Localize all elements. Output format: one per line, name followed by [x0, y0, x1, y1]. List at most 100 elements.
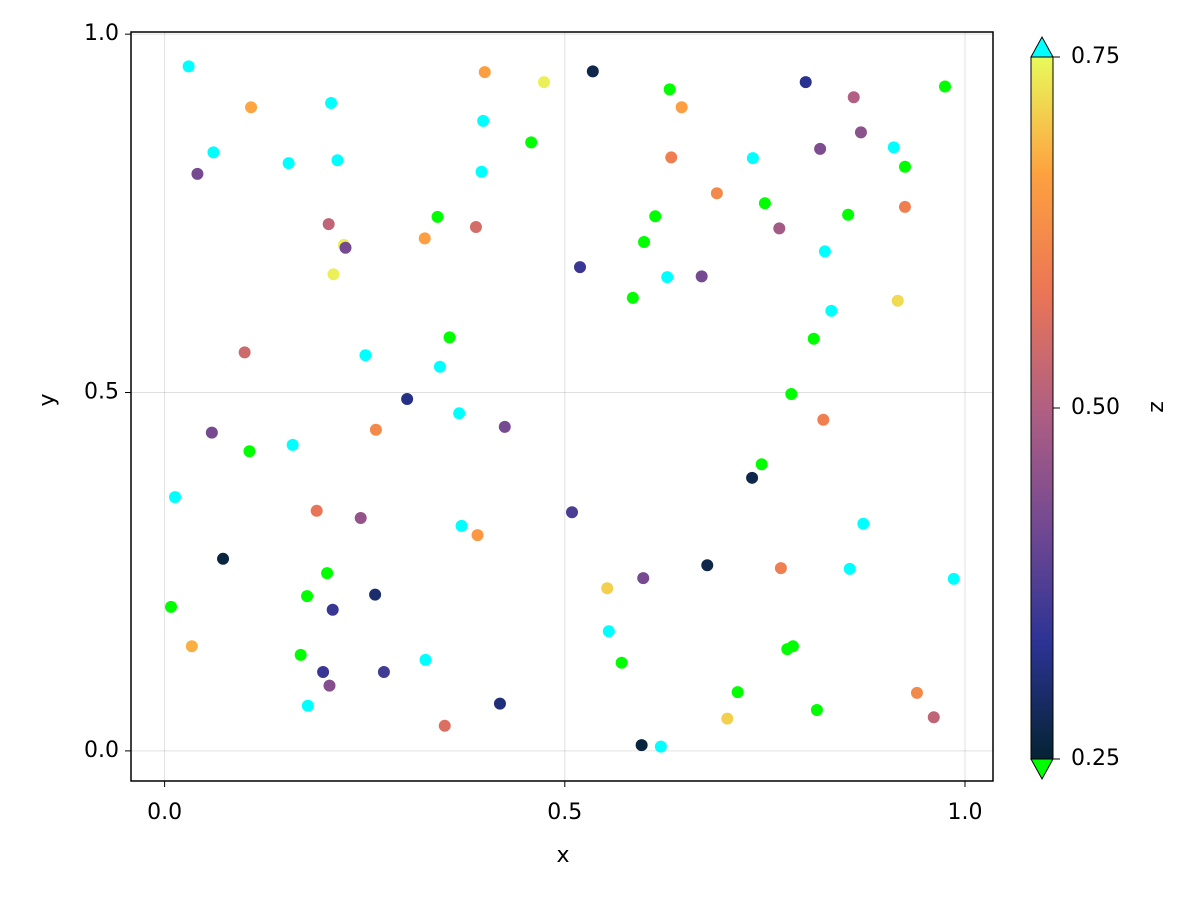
colorbar-tick-label: 0.75 — [1071, 44, 1120, 69]
point — [243, 445, 256, 458]
point — [675, 101, 688, 114]
point — [574, 261, 587, 274]
point — [419, 653, 432, 666]
colorbar-label: z — [1144, 401, 1169, 413]
point — [182, 60, 195, 73]
point — [638, 236, 651, 249]
point — [433, 360, 446, 373]
point — [799, 76, 812, 89]
point — [455, 519, 468, 532]
point — [327, 268, 340, 281]
y-tick-label: 0.0 — [84, 738, 119, 763]
point — [785, 387, 798, 400]
point — [654, 740, 667, 753]
point — [478, 66, 491, 79]
point — [294, 648, 307, 661]
point — [947, 572, 960, 585]
point — [635, 739, 648, 752]
point — [721, 712, 734, 725]
colorbar-highclip — [1030, 35, 1054, 58]
point — [443, 331, 456, 344]
point — [325, 96, 338, 109]
point — [898, 200, 911, 213]
y-tick-label: 1.0 — [84, 21, 119, 46]
point — [525, 136, 538, 149]
point — [205, 426, 218, 439]
point — [191, 167, 204, 180]
point — [663, 83, 676, 96]
plot-frame — [130, 31, 994, 782]
point — [857, 517, 870, 530]
point — [286, 438, 299, 451]
point — [746, 152, 759, 165]
point — [471, 529, 484, 542]
point — [469, 220, 482, 233]
point — [431, 210, 444, 223]
point — [331, 154, 344, 167]
point — [169, 491, 182, 504]
colorbar-lowclip — [1030, 758, 1054, 781]
point — [842, 208, 855, 221]
point — [649, 210, 662, 223]
point — [637, 572, 650, 585]
point — [217, 552, 230, 565]
point — [282, 157, 295, 170]
point — [165, 600, 178, 613]
point — [354, 511, 367, 524]
colorbar-tick-label: 0.50 — [1071, 395, 1120, 420]
point — [626, 291, 639, 304]
point — [854, 126, 867, 139]
y-tick-label: 0.5 — [84, 380, 119, 405]
point — [493, 697, 506, 710]
point — [301, 699, 314, 712]
point — [898, 160, 911, 173]
point — [207, 146, 220, 159]
point — [418, 232, 431, 245]
point — [322, 218, 335, 231]
point — [238, 346, 251, 359]
y-axis-label: y — [35, 393, 60, 406]
point — [310, 504, 323, 517]
x-axis-label: x — [556, 843, 569, 868]
point — [475, 165, 488, 178]
point — [401, 392, 414, 405]
point — [377, 666, 390, 679]
point — [453, 407, 466, 420]
point — [498, 420, 511, 433]
point — [321, 567, 334, 580]
point — [695, 270, 708, 283]
point — [887, 141, 900, 154]
point — [369, 423, 382, 436]
point — [323, 679, 336, 692]
point — [438, 719, 451, 732]
point — [891, 294, 904, 307]
point — [938, 80, 951, 93]
point — [566, 506, 579, 519]
point — [817, 413, 830, 426]
point — [825, 304, 838, 317]
point — [786, 640, 799, 653]
colorbar-tick-label: 0.25 — [1071, 746, 1120, 771]
point — [810, 704, 823, 717]
point — [927, 711, 940, 724]
point — [910, 686, 923, 699]
colorbar — [1031, 57, 1053, 759]
point — [661, 271, 674, 284]
point — [339, 241, 352, 254]
point — [301, 590, 314, 603]
x-tick-label: 1.0 — [947, 800, 982, 825]
point — [710, 187, 723, 200]
point — [847, 91, 860, 104]
x-tick-label: 0.5 — [547, 800, 582, 825]
point — [814, 142, 827, 155]
point — [746, 471, 759, 484]
point — [586, 65, 599, 78]
point — [601, 582, 614, 595]
point — [665, 151, 678, 164]
point — [615, 656, 628, 669]
point — [245, 101, 258, 114]
point — [774, 562, 787, 575]
point — [369, 588, 382, 601]
point — [755, 458, 768, 471]
